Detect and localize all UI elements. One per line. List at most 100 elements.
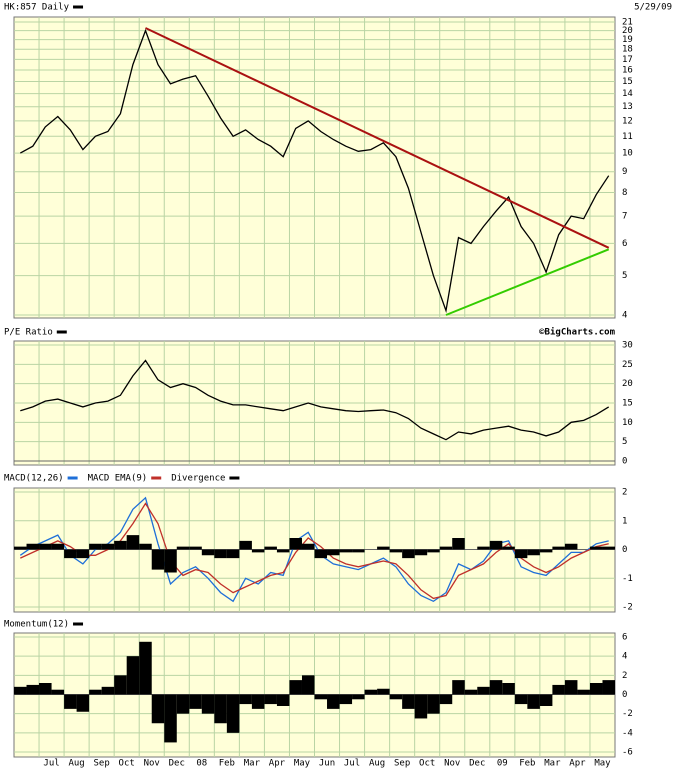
bar <box>377 546 390 550</box>
bar <box>164 694 177 743</box>
y-tick-label: 16 <box>622 66 633 76</box>
x-tick-label: Nov <box>444 759 460 769</box>
y-tick-label: -2 <box>622 603 633 613</box>
y-tick-label: 10 <box>622 418 633 428</box>
bar <box>327 549 340 556</box>
y-tick-label: 6 <box>622 239 627 249</box>
bar <box>26 684 40 695</box>
x-tick-label: Jun <box>319 759 335 769</box>
y-tick-label: 10 <box>622 149 633 159</box>
bar <box>527 549 540 556</box>
y-tick-label: 0 <box>622 690 627 700</box>
y-tick-label: 25 <box>622 360 633 370</box>
bar <box>239 540 252 550</box>
bar <box>439 694 453 705</box>
x-tick-label: Oct <box>119 759 135 769</box>
x-tick-label: May <box>294 759 311 769</box>
y-tick-label: 17 <box>622 55 633 65</box>
bar <box>189 546 202 550</box>
bar <box>402 694 415 709</box>
bar <box>264 546 277 550</box>
bar <box>176 546 190 550</box>
bar <box>101 686 115 695</box>
x-tick-label: Jul <box>344 759 360 769</box>
bar <box>114 675 127 695</box>
bar <box>502 683 515 695</box>
bar <box>602 680 615 695</box>
y-tick-label: 14 <box>622 89 633 99</box>
bar <box>226 694 240 733</box>
x-tick-label: May <box>594 759 611 769</box>
y-tick-label: 12 <box>622 116 633 126</box>
y-tick-label: 20 <box>622 26 633 36</box>
line-series <box>20 359 610 441</box>
bar <box>114 540 127 550</box>
x-tick-label: Jul <box>43 759 59 769</box>
x-tick-label: Apr <box>569 759 586 769</box>
y-tick-label: 15 <box>622 77 633 87</box>
bar <box>314 694 328 700</box>
bar <box>539 694 553 706</box>
legend-label: P/E Ratio <box>4 328 53 338</box>
bar <box>301 675 315 695</box>
bar <box>352 694 365 700</box>
y-tick-label: -1 <box>622 574 633 584</box>
bar <box>101 543 115 550</box>
bar <box>514 694 528 705</box>
legend-label: HK:857 Daily <box>4 3 70 13</box>
bar <box>264 694 277 705</box>
y-tick-label: 21 <box>622 18 633 28</box>
y-tick-label: -2 <box>622 709 633 719</box>
y-tick-label: 4 <box>622 311 627 321</box>
bar <box>364 689 378 695</box>
bar <box>552 684 565 695</box>
bar <box>489 680 503 695</box>
bar <box>126 535 140 550</box>
trend-line <box>145 27 610 249</box>
bar <box>527 694 540 709</box>
bar <box>602 546 615 550</box>
x-tick-label: 09 <box>497 759 508 769</box>
bar <box>139 543 152 550</box>
bar <box>389 694 403 700</box>
y-tick-label: 5 <box>622 437 627 447</box>
bar <box>139 641 152 695</box>
bar <box>452 538 465 550</box>
bar <box>89 543 102 550</box>
bar <box>226 549 240 559</box>
bar <box>251 549 265 553</box>
bar <box>214 549 227 559</box>
x-tick-label: Sep <box>94 759 110 769</box>
bar <box>552 546 565 550</box>
legend-label: Momentum(12) <box>4 620 69 630</box>
bar <box>427 694 440 714</box>
y-tick-label: 9 <box>622 167 627 177</box>
bar <box>214 694 227 724</box>
bar <box>539 549 553 553</box>
bar <box>289 538 302 550</box>
bar <box>39 543 52 550</box>
y-tick-label: 6 <box>622 633 627 643</box>
bar <box>414 694 428 719</box>
bar <box>389 549 403 553</box>
bar <box>589 683 603 695</box>
bar <box>64 549 77 559</box>
x-tick-label: Feb <box>219 759 235 769</box>
bar <box>464 689 478 695</box>
x-tick-label: Dec <box>169 759 185 769</box>
bar <box>427 549 440 553</box>
bar <box>51 543 65 550</box>
bar <box>151 694 165 724</box>
x-tick-label: Aug <box>68 759 84 769</box>
bar <box>239 694 252 705</box>
x-tick-label: Dec <box>469 759 485 769</box>
x-tick-label: Apr <box>269 759 286 769</box>
x-tick-label: Sep <box>394 759 410 769</box>
bar <box>76 549 90 559</box>
date-label: 5/29/09 <box>634 3 672 13</box>
y-tick-label: 5 <box>622 271 627 281</box>
legend-label: MACD EMA(9) <box>88 474 148 484</box>
bar <box>477 546 490 550</box>
legend-label: Divergence <box>171 474 225 484</box>
